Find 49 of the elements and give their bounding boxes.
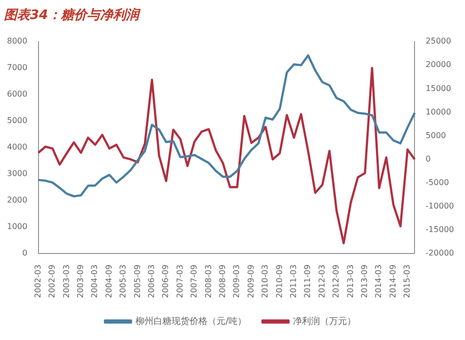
y-tick-label: 7000 <box>7 63 28 72</box>
x-tick-label: 2003-09 <box>76 264 86 298</box>
x-tick-label: 2011-03 <box>289 264 298 298</box>
x-tick-label: 2009-09 <box>246 264 256 298</box>
y-tick-label: 5000 <box>7 116 28 126</box>
x-tick-label: 2012-09 <box>332 264 341 298</box>
x-tick-label: 2007-03 <box>175 264 184 298</box>
x-tick-label: 2005-03 <box>118 264 128 298</box>
y2-tick-label: -10000 <box>426 202 454 211</box>
x-tick-label: 2004-03 <box>90 264 100 298</box>
x-tick-label: 2008-03 <box>204 264 213 298</box>
y2-tick-label: 5000 <box>426 130 446 140</box>
legend-label: 柳州白糖现货价格（元/吨） <box>135 316 247 327</box>
x-tick-label: 2015-03 <box>402 264 412 298</box>
x-tick-label: 2007-09 <box>190 264 199 298</box>
legend-label: 净利润（万元） <box>293 316 356 327</box>
x-tick-label: 2010-03 <box>260 264 270 298</box>
x-tick-label: 2010-09 <box>274 264 284 298</box>
x-tick-label: 2003-03 <box>62 264 71 298</box>
x-tick-label: 2002-03 <box>33 264 42 298</box>
x-tick-label: 2005-09 <box>132 264 142 298</box>
x-tick-label: 2014-09 <box>388 264 398 298</box>
x-tick-label: 2002-09 <box>48 264 57 298</box>
x-tick-label: 2013-09 <box>360 264 370 298</box>
x-tick-label: 2013-03 <box>346 264 355 298</box>
x-tick-label: 2004-09 <box>104 264 114 298</box>
x-tick-label: 2009-03 <box>232 264 242 298</box>
x-tick-label: 2008-09 <box>218 264 228 298</box>
y-tick-label: 1000 <box>7 222 28 232</box>
y2-tick-label: -15000 <box>426 225 454 234</box>
y2-tick-label: -20000 <box>426 248 454 258</box>
y-tick-label: 6000 <box>7 90 28 99</box>
x-tick-label: 2012-03 <box>317 264 326 298</box>
x-tick-label: 2006-09 <box>161 264 170 298</box>
y2-tick-label: 20000 <box>426 60 452 70</box>
y-tick-label: 2000 <box>7 196 28 205</box>
x-tick-label: 2011-09 <box>303 264 312 298</box>
chart-title: 图表34：糖价与净利润 <box>4 7 142 24</box>
y-tick-label: 3000 <box>7 169 28 178</box>
x-tick-label: 2006-03 <box>147 264 156 298</box>
y-tick-label: 8000 <box>7 36 28 46</box>
y2-tick-label: 0 <box>426 154 431 164</box>
y2-tick-label: 15000 <box>426 84 452 93</box>
y-tick-label: 0 <box>22 248 28 258</box>
y2-tick-label: -5000 <box>426 178 449 187</box>
y2-tick-label: 10000 <box>426 107 452 116</box>
y-tick-label: 4000 <box>7 142 28 152</box>
y2-tick-label: 25000 <box>426 36 452 46</box>
x-tick-label: 2014-03 <box>374 264 384 298</box>
